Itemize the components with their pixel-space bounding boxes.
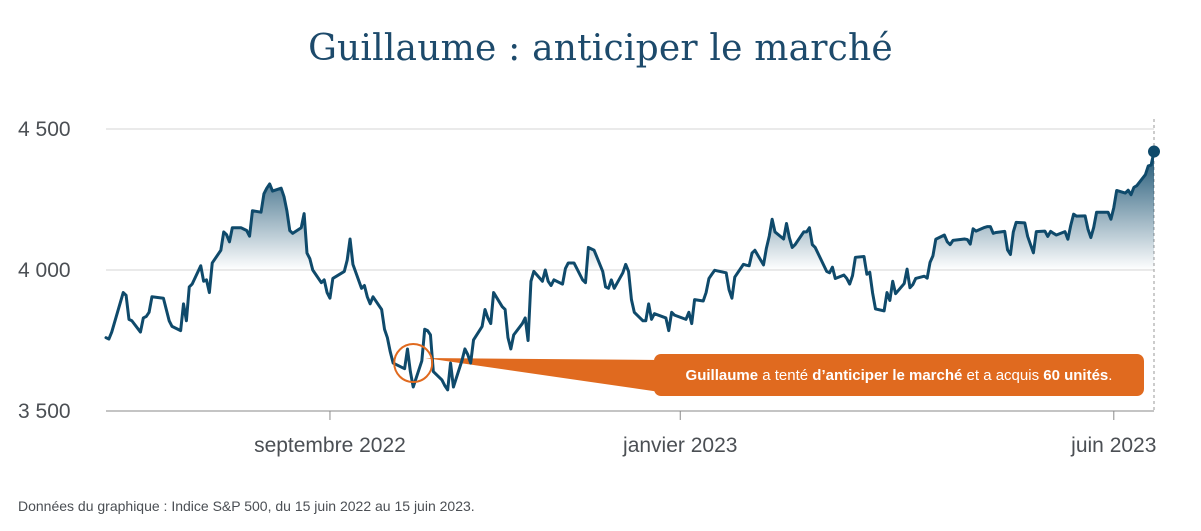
y-tick-label: 3 500 [18, 400, 71, 423]
x-tick-label: septembre 2022 [254, 434, 406, 457]
chart-title: Guillaume : anticiper le marché [308, 28, 893, 69]
y-tick-label: 4 000 [18, 259, 71, 282]
callout-name: Guillaume [685, 366, 759, 384]
callout-text-2: et a acquis [962, 366, 1044, 384]
callout-connector [425, 358, 660, 392]
y-axis: 3 500 4 000 4 500 [18, 118, 71, 423]
source-note: Données du graphique : Indice S&P 500, d… [18, 498, 475, 514]
end-point-marker [1148, 145, 1160, 158]
x-axis: septembre 2022 janvier 2023 juin 2023 [254, 119, 1156, 457]
callout-units: 60 unités [1043, 366, 1109, 384]
area-above-baseline [106, 151, 1154, 270]
callout-text-1: a tenté [758, 366, 813, 384]
highlight-circle [393, 343, 434, 384]
callout-emphasis: d’anticiper le marché [812, 366, 963, 384]
y-tick-label: 4 500 [18, 118, 71, 141]
x-tick-label: juin 2023 [1070, 434, 1156, 457]
callout-text-3: . [1108, 366, 1113, 384]
annotation-callout: Guillaume a tenté d’anticiper le marché … [654, 354, 1144, 396]
series-line [104, 150, 1156, 392]
x-tick-label: janvier 2023 [622, 434, 737, 457]
